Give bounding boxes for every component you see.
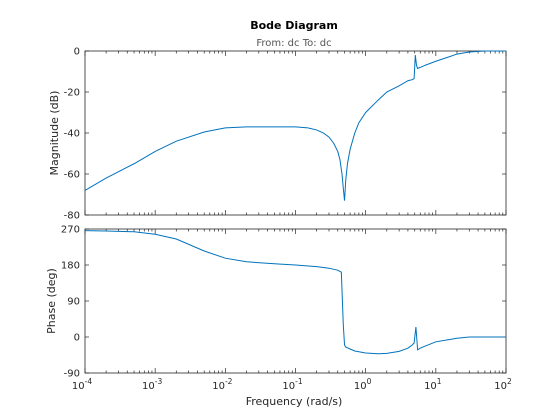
- x-tick-label-exponent: -1: [295, 377, 303, 386]
- x-tick-label-base: 10: [282, 381, 295, 392]
- phase-ytick-label: -90: [64, 369, 80, 380]
- x-tick-label-base: 10: [424, 381, 437, 392]
- phase-ytick-label: 90: [67, 297, 80, 308]
- phase-axes-box: [84, 228, 507, 374]
- x-tick-label: 10-1: [282, 377, 302, 392]
- x-axis-label: Frequency (rad/s): [246, 395, 343, 408]
- magnitude-ytick-label: -80: [64, 211, 80, 222]
- magnitude-panel: 0 -20 -40 -60 -80 Magnitude (dB): [48, 47, 507, 222]
- x-tick-label-exponent: 1: [437, 377, 442, 386]
- magnitude-series-line: [84, 50, 506, 201]
- magnitude-ytick-label: 0: [74, 47, 80, 58]
- magnitude-ytick-label: -60: [64, 170, 80, 181]
- magnitude-axes-box: [84, 50, 507, 216]
- magnitude-x-ticks: [84, 51, 507, 215]
- x-tick-label-exponent: 0: [367, 377, 372, 386]
- phase-series-line: [84, 230, 506, 355]
- x-tick-label: 100: [354, 377, 372, 392]
- phase-x-ticks: [84, 229, 507, 373]
- x-tick-label-base: 10: [142, 381, 155, 392]
- x-tick-label-base: 10: [494, 381, 507, 392]
- chart-title: Bode Diagram: [250, 19, 338, 32]
- x-tick-label-base: 10: [72, 381, 85, 392]
- x-tick-label-exponent: 2: [507, 377, 512, 386]
- chart-subtitle: From: dc To: dc: [256, 38, 331, 49]
- magnitude-ylabel: Magnitude (dB): [48, 91, 61, 176]
- phase-ylabel: Phase (deg): [45, 268, 58, 334]
- phase-ytick-label: 270: [61, 225, 80, 236]
- phase-ytick-label: 0: [74, 333, 80, 344]
- x-tick-label: 10-4: [72, 377, 92, 392]
- x-tick-label: 102: [494, 377, 512, 392]
- phase-panel: 270 180 90 0 -90 Phase (deg): [45, 225, 507, 380]
- x-tick-label: 10-2: [212, 377, 232, 392]
- magnitude-ytick-label: -20: [64, 88, 80, 99]
- x-tick-label-exponent: -3: [155, 377, 163, 386]
- x-tick-label-base: 10: [212, 381, 225, 392]
- x-tick-labels: 10-4 10-3 10-2 10-1 100 101 102: [72, 377, 512, 392]
- magnitude-ytick-label: -40: [64, 129, 80, 140]
- x-tick-label-exponent: -2: [225, 377, 233, 386]
- phase-ytick-label: 180: [61, 261, 80, 272]
- x-tick-label-base: 10: [354, 381, 367, 392]
- x-tick-label: 101: [424, 377, 442, 392]
- x-tick-label: 10-3: [142, 377, 162, 392]
- x-tick-label-exponent: -4: [85, 377, 93, 386]
